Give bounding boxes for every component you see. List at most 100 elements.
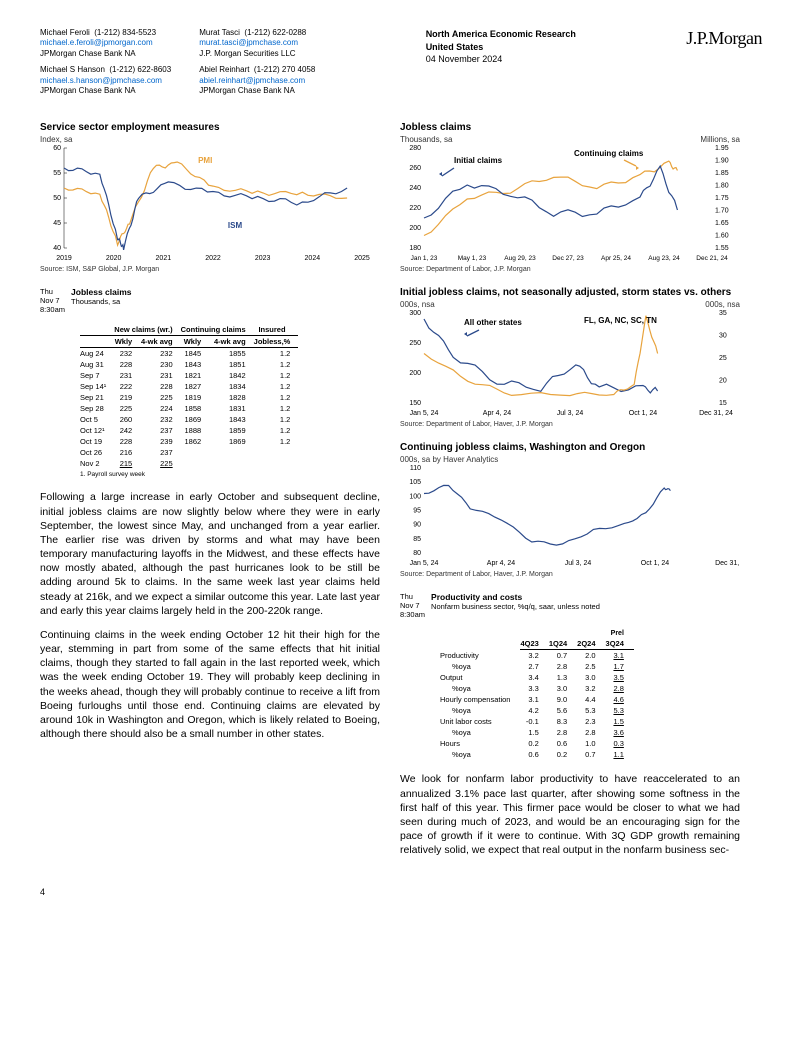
- chart-sub-right: Millions, sa: [700, 135, 740, 144]
- svg-text:1.80: 1.80: [715, 183, 729, 190]
- para: We look for nonfarm labor productivity t…: [400, 772, 740, 857]
- contact-block: Abiel Reinhart (1-212) 270 4058 abiel.re…: [199, 65, 315, 96]
- contact-email[interactable]: michael.e.feroli@jpmorgan.com: [40, 38, 153, 47]
- svg-text:Oct 1, 24: Oct 1, 24: [641, 560, 670, 567]
- svg-text:40: 40: [53, 245, 61, 252]
- chart-jobless-claims: Jobless claims Thousands, sa Millions, s…: [400, 122, 740, 273]
- chart-sub: 000s, nsa: [400, 300, 435, 309]
- svg-text:50: 50: [53, 195, 61, 202]
- svg-text:1.70: 1.70: [715, 208, 729, 215]
- chart-svg: 1502002503001520253035Jan 5, 24Apr 4, 24…: [400, 309, 740, 419]
- sched-time: 8:30am: [400, 610, 425, 619]
- svg-text:Dec 31, 24: Dec 31, 24: [715, 560, 740, 567]
- contact-phone: (1-212) 622-8603: [109, 65, 171, 74]
- chart-source: Source: Department of Labor, Haver, J.P.…: [400, 571, 740, 578]
- main-content: Service sector employment measures Index…: [40, 122, 762, 867]
- chart-storm-states: Initial jobless claims, not seasonally a…: [400, 287, 740, 428]
- sched-day: Thu: [40, 287, 65, 296]
- table-grp: Insured: [254, 324, 299, 336]
- svg-text:1.75: 1.75: [715, 195, 729, 202]
- svg-text:1.55: 1.55: [715, 245, 729, 252]
- svg-text:Apr 25, 24: Apr 25, 24: [601, 255, 631, 262]
- chart-title: Jobless claims: [400, 122, 471, 133]
- prel-label: Prel: [606, 629, 634, 638]
- sched-day: Thu: [400, 592, 425, 601]
- contact-org: JPMorgan Chase Bank NA: [40, 86, 136, 95]
- svg-text:60: 60: [53, 145, 61, 152]
- chart-sub: Index, sa: [40, 135, 380, 144]
- svg-text:Jul 3, 24: Jul 3, 24: [565, 560, 592, 567]
- svg-text:110: 110: [410, 465, 421, 472]
- svg-text:200: 200: [409, 370, 421, 377]
- svg-text:Dec 21, 24: Dec 21, 24: [696, 255, 728, 262]
- svg-text:Continuing claims: Continuing claims: [574, 149, 644, 158]
- svg-text:2024: 2024: [305, 255, 321, 262]
- report-region: United States: [426, 41, 576, 54]
- body-text: We look for nonfarm labor productivity t…: [400, 772, 740, 857]
- para: Following a large increase in early Octo…: [40, 490, 380, 618]
- right-column: Jobless claims Thousands, sa Millions, s…: [400, 122, 740, 867]
- jobless-claims-block: Thu Nov 7 8:30am Jobless claims Thousand…: [40, 287, 380, 320]
- chart-sub-right: 000s, nsa: [705, 300, 740, 309]
- svg-text:2019: 2019: [56, 255, 72, 262]
- contact-org: J.P. Morgan Securities LLC: [199, 49, 295, 58]
- svg-text:May 1, 23: May 1, 23: [458, 255, 487, 262]
- svg-text:Dec 31, 24: Dec 31, 24: [699, 410, 733, 417]
- svg-text:Jan 5, 24: Jan 5, 24: [410, 410, 439, 417]
- report-info: North America Economic Research United S…: [426, 28, 576, 102]
- svg-text:260: 260: [409, 165, 421, 172]
- svg-text:35: 35: [719, 310, 727, 317]
- jpmorgan-logo: J.P.Morgan: [686, 28, 762, 102]
- jobless-claims-table: New claims (wr.) Continuing claims Insur…: [80, 324, 298, 469]
- left-column: Service sector employment measures Index…: [40, 122, 380, 867]
- table-grp: New claims (wr.): [114, 324, 180, 336]
- contact-block: Michael S Hanson (1-212) 622-8603 michae…: [40, 65, 171, 96]
- table-sub: Thousands, sa: [71, 297, 380, 306]
- table-sub: Nonfarm business sector, %q/q, saar, unl…: [431, 602, 740, 611]
- svg-text:Jan 1, 23: Jan 1, 23: [411, 255, 438, 262]
- svg-text:105: 105: [409, 480, 421, 487]
- svg-text:1.95: 1.95: [715, 145, 729, 152]
- svg-text:80: 80: [413, 550, 421, 557]
- svg-text:Jul 3, 24: Jul 3, 24: [557, 410, 584, 417]
- svg-text:1.65: 1.65: [715, 220, 729, 227]
- contact-email[interactable]: abiel.reinhart@jpmchase.com: [199, 76, 305, 85]
- table-title: Productivity and costs: [431, 592, 740, 602]
- svg-text:ISM: ISM: [228, 221, 243, 230]
- contact-name: Murat Tasci: [199, 28, 240, 37]
- contact-email[interactable]: michael.s.hanson@jpmchase.com: [40, 76, 162, 85]
- svg-text:2022: 2022: [205, 255, 221, 262]
- svg-text:250: 250: [409, 340, 421, 347]
- contact-name: Abiel Reinhart: [199, 65, 249, 74]
- svg-text:Aug 23, 24: Aug 23, 24: [648, 255, 680, 262]
- contact-org: JPMorgan Chase Bank NA: [40, 49, 136, 58]
- sched-date: Nov 7: [400, 601, 425, 610]
- svg-text:2023: 2023: [255, 255, 271, 262]
- chart-sub: 000s, sa by Haver Analytics: [400, 455, 740, 464]
- contact-phone: (1-212) 834-5523: [94, 28, 156, 37]
- chart-source: Source: Department of Labor, Haver, J.P.…: [400, 421, 740, 428]
- svg-text:Oct 1, 24: Oct 1, 24: [629, 410, 658, 417]
- contacts: Michael Feroli (1-212) 834-5523 michael.…: [40, 28, 315, 102]
- chart-source: Source: ISM, S&P Global, J.P. Morgan: [40, 266, 380, 273]
- sched-time: 8:30am: [40, 305, 65, 314]
- svg-text:100: 100: [409, 494, 421, 501]
- chart-wa-or: Continuing jobless claims, Washington an…: [400, 442, 740, 578]
- schedule: Thu Nov 7 8:30am: [400, 592, 425, 619]
- chart-svg: 40455055602019202020212022202320242025PM…: [40, 144, 370, 264]
- contact-block: Murat Tasci (1-212) 622-0288 murat.tasci…: [199, 28, 315, 59]
- productivity-block: Thu Nov 7 8:30am Productivity and costs …: [400, 592, 740, 625]
- svg-text:Dec 27, 23: Dec 27, 23: [552, 255, 584, 262]
- table-grp: Continuing claims: [181, 324, 254, 336]
- chart-title: Initial jobless claims, not seasonally a…: [400, 287, 740, 298]
- svg-text:Apr 4, 24: Apr 4, 24: [487, 560, 516, 567]
- svg-text:150: 150: [409, 400, 421, 407]
- contact-name: Michael S Hanson: [40, 65, 105, 74]
- svg-text:Apr 4, 24: Apr 4, 24: [483, 410, 512, 417]
- contact-email[interactable]: murat.tasci@jpmchase.com: [199, 38, 298, 47]
- contact-phone: (1-212) 622-0288: [244, 28, 306, 37]
- table-title: Jobless claims: [71, 287, 380, 297]
- svg-text:PMI: PMI: [198, 156, 212, 165]
- svg-text:2021: 2021: [156, 255, 172, 262]
- svg-text:45: 45: [53, 220, 61, 227]
